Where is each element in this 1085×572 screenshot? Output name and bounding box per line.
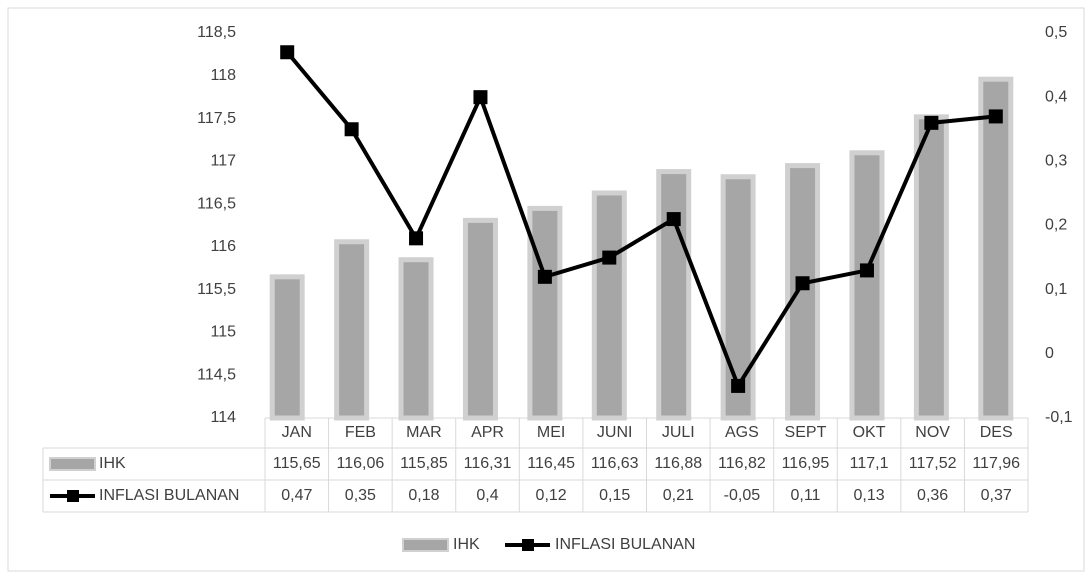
table-cell: 116,31	[464, 455, 512, 472]
category-label: JULI	[662, 424, 695, 441]
table-cell: 117,1	[850, 455, 889, 472]
y-tick-label: 114	[210, 409, 236, 426]
table-cell: 0,11	[790, 487, 820, 504]
bar	[591, 190, 627, 421]
table-cell: 115,85	[400, 455, 448, 472]
legend-label: IHK	[453, 536, 480, 553]
table-row-label: INFLASI BULANAN	[99, 487, 239, 504]
legend-swatch	[67, 490, 79, 502]
bar	[913, 114, 949, 421]
table-cell: 117,52	[909, 455, 957, 472]
table-cell: 115,65	[273, 455, 321, 472]
bar	[527, 205, 563, 421]
line-marker	[988, 109, 1003, 124]
table-cell: 0,4	[476, 487, 498, 504]
line-marker	[731, 378, 746, 393]
category-label: JUNI	[597, 424, 633, 441]
legend-swatch	[402, 538, 449, 552]
table-cell: 0,15	[599, 487, 630, 504]
table-cell: 0,47	[281, 487, 312, 504]
y-tick-label: 116	[210, 238, 236, 255]
table-cell: 116,82	[718, 455, 766, 472]
y2-tick-label: 0,2	[1045, 217, 1067, 234]
table-cell: 117,96	[972, 455, 1020, 472]
legend-swatch	[49, 457, 96, 471]
bar	[656, 169, 692, 421]
category-label: SEPT	[785, 424, 827, 441]
table-cell: 116,45	[527, 455, 575, 472]
bar	[334, 239, 370, 421]
y2-tick-label: 0,3	[1045, 153, 1067, 170]
line-marker	[537, 269, 552, 284]
category-label: APR	[471, 424, 504, 441]
category-label: FEB	[345, 424, 376, 441]
bar	[462, 217, 498, 421]
table-cell: 116,95	[782, 455, 830, 472]
line-marker	[280, 45, 295, 60]
line-marker	[795, 276, 810, 291]
table-cell: 116,06	[337, 455, 385, 472]
y2-tick-label: 0,1	[1045, 281, 1067, 298]
category-label: NOV	[915, 424, 950, 441]
y-tick-label: 117,5	[197, 110, 236, 127]
category-label: DES	[980, 424, 1013, 441]
y-tick-label: 117	[210, 153, 236, 170]
table-cell: 0,35	[345, 487, 376, 504]
line-marker	[473, 90, 488, 105]
legend-label: INFLASI BULANAN	[555, 536, 695, 553]
y2-tick-label: 0,5	[1045, 24, 1067, 41]
bar	[849, 150, 885, 421]
table-cell: 116,88	[654, 455, 702, 472]
table-cell: 0,36	[917, 487, 948, 504]
table-cell: 116,63	[591, 455, 639, 472]
y-tick-label: 114,5	[197, 366, 236, 383]
line-marker	[924, 115, 939, 130]
line-marker	[409, 231, 424, 246]
category-label: MAR	[406, 424, 442, 441]
table-cell: 0,21	[663, 487, 694, 504]
y2-tick-label: -0,1	[1045, 409, 1073, 426]
line	[285, 50, 996, 391]
y2-tick-label: 0,4	[1045, 88, 1067, 105]
bar	[978, 76, 1014, 421]
category-label: OKT	[853, 424, 886, 441]
table-row-label: IHK	[99, 455, 126, 472]
category-label: MEI	[537, 424, 565, 441]
bar	[398, 257, 434, 421]
y-tick-label: 115	[210, 324, 236, 341]
line-marker	[602, 250, 617, 265]
category-label: JAN	[282, 424, 312, 441]
bar	[269, 274, 305, 421]
table-cell: -0,05	[724, 487, 761, 504]
line-marker	[344, 122, 359, 137]
line-marker	[666, 212, 681, 227]
y-tick-label: 118,5	[197, 24, 236, 41]
chart-frame	[7, 7, 1085, 572]
table-cell: 0,13	[853, 487, 884, 504]
category-label: AGS	[725, 424, 759, 441]
table-cell: 0,12	[536, 487, 567, 504]
table-cell: 0,18	[408, 487, 439, 504]
line-marker	[859, 263, 874, 278]
bar	[785, 163, 821, 421]
y-tick-label: 118	[210, 67, 236, 84]
bar	[720, 174, 756, 421]
legend-swatch	[522, 539, 534, 551]
y-tick-label: 116,5	[197, 195, 236, 212]
table-cell: 0,37	[981, 487, 1012, 504]
y-tick-label: 115,5	[197, 281, 236, 298]
y2-tick-label: 0	[1045, 345, 1054, 362]
